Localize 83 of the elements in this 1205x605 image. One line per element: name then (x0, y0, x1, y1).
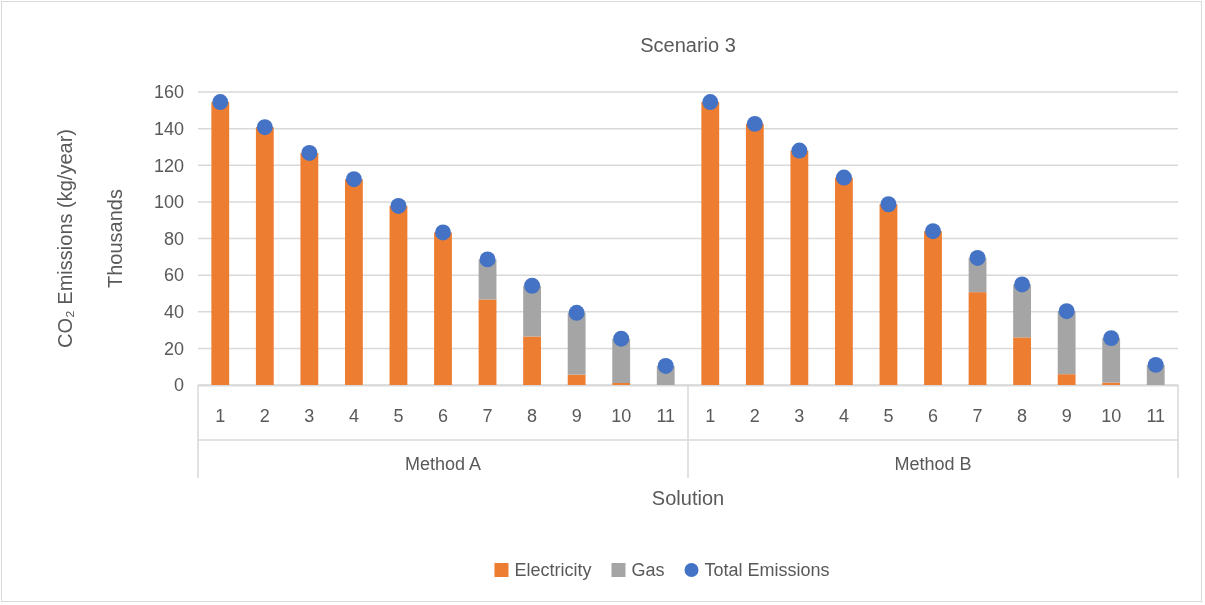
text: Method A (404, 454, 482, 474)
x-tick-label: 10 (1101, 405, 1122, 426)
bar (745, 123, 764, 385)
x-tick-label: 7 (972, 405, 983, 426)
y-tick-label: 100 (153, 192, 184, 213)
legend-label: Total Emissions (704, 560, 830, 580)
point (435, 224, 451, 241)
bar (835, 177, 853, 385)
x-tick-label: 3 (304, 405, 315, 426)
x-tick-label: 11 (656, 405, 676, 426)
y-tick-label: 160 (153, 82, 184, 103)
x-tick-label: 1 (215, 405, 226, 426)
bar (255, 127, 274, 385)
point (657, 357, 674, 374)
point (212, 94, 229, 111)
x-tick-label: 11 (1146, 405, 1166, 426)
x-axis-title: Solution (651, 487, 725, 509)
point (256, 119, 273, 136)
point (746, 115, 763, 132)
bar (790, 150, 809, 385)
x-tick-label: 6 (927, 405, 939, 426)
point (969, 249, 986, 266)
bar (389, 205, 408, 385)
y-tick-label: 0 (173, 375, 184, 396)
bar (968, 292, 987, 385)
y-tick-label: 40 (163, 302, 184, 323)
y-tick-label: 20 (163, 338, 184, 359)
x-tick-label: 2 (749, 405, 760, 426)
point (524, 277, 541, 294)
x-tick-label: 9 (571, 405, 582, 426)
y-tick-label: 60 (163, 265, 184, 286)
point (613, 330, 630, 347)
point (925, 223, 941, 240)
point (835, 169, 852, 186)
bar (567, 374, 586, 385)
point (479, 251, 496, 268)
x-tick-label: 3 (794, 405, 805, 426)
x-tick-label: 5 (883, 405, 894, 426)
bar (211, 102, 230, 385)
y-tick-label: 140 (153, 118, 184, 139)
y-tick-label: 120 (153, 155, 184, 176)
legend-label: Gas (631, 560, 665, 580)
point (568, 304, 585, 321)
bar (523, 336, 541, 385)
x-tick-label: 7 (482, 405, 493, 426)
x-tick-label: 8 (1017, 405, 1028, 426)
point (345, 171, 362, 188)
legend-label: Electricity (514, 560, 592, 580)
bar (434, 232, 452, 385)
point (390, 197, 407, 214)
bar (345, 179, 363, 385)
point (301, 145, 318, 161)
point (1058, 303, 1075, 320)
point (880, 196, 897, 213)
chart-title: Scenario 3 (640, 34, 736, 56)
point (1103, 330, 1120, 347)
point (702, 94, 719, 111)
bar (612, 382, 631, 385)
bar (300, 152, 319, 385)
x-tick-label: 4 (838, 405, 849, 426)
point (791, 142, 808, 159)
bar (701, 102, 720, 385)
x-tick-label: 1 (705, 405, 716, 426)
x-tick-label: 5 (393, 405, 404, 426)
x-tick-label: 10 (611, 405, 632, 426)
x-tick-label: 2 (259, 405, 270, 426)
bar (1013, 337, 1031, 385)
bar (1057, 374, 1076, 385)
point (1014, 276, 1031, 293)
text: Method B (894, 454, 972, 474)
point (1147, 356, 1164, 373)
bar (478, 299, 497, 385)
x-tick-label: 9 (1061, 405, 1072, 426)
bar (1057, 311, 1076, 375)
y-tick-label: 80 (163, 228, 184, 249)
bar (924, 231, 942, 385)
x-tick-label: 4 (348, 405, 359, 426)
bar (879, 204, 898, 385)
bar (567, 312, 586, 375)
text: Thousands (104, 189, 126, 288)
x-tick-label: 6 (437, 405, 449, 426)
x-tick-label: 8 (527, 405, 538, 426)
y-axis-title: CO₂ Emissions (kg/year) (54, 129, 76, 348)
